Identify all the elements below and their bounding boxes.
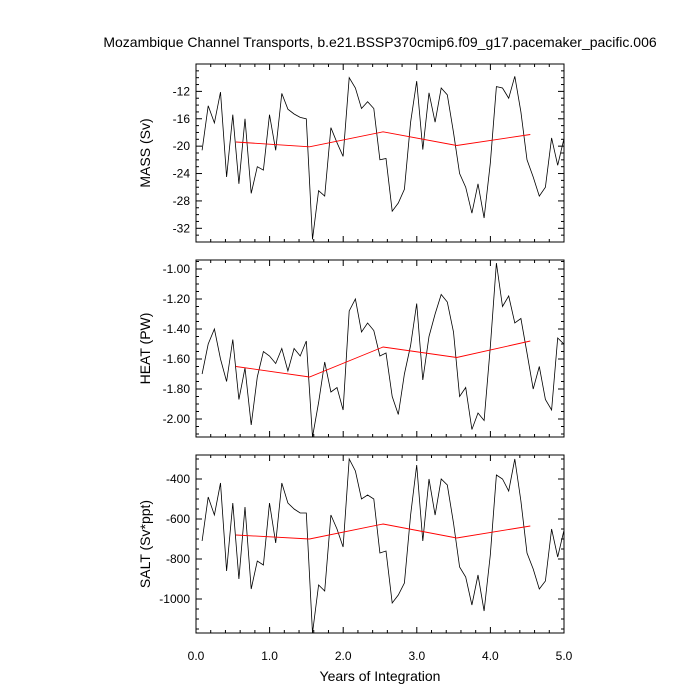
salt-y-tick-label: -400 <box>166 472 190 486</box>
mass-y-tick-label: -24 <box>173 167 191 181</box>
x-tick-labels: 0.0 1.0 2.0 3.0 4.0 5.0 <box>188 649 573 663</box>
chart-title: Mozambique Channel Transports, b.e21.BSS… <box>103 34 657 50</box>
mass-plot-frame <box>195 63 565 243</box>
salt-y-tick-label: -800 <box>166 552 190 566</box>
heat-y-tick-label: -2.00 <box>163 412 191 426</box>
heat-plot-frame <box>195 259 565 438</box>
salt-y-axis-title: SALT (Sv*ppt) <box>137 500 153 588</box>
x-tick-label: 1.0 <box>261 649 278 663</box>
salt-y-tick-label: -600 <box>166 512 190 526</box>
mass-y-tick-label: -16 <box>173 112 191 126</box>
heat-y-tick-label: -1.60 <box>163 352 191 366</box>
heat-y-tick-label: -1.20 <box>163 292 191 306</box>
mass-monthly-series-line <box>201 76 564 240</box>
mass-annual-series-line <box>235 131 531 148</box>
heat-y-axis-title: HEAT (PW) <box>137 313 153 385</box>
mass-y-tick-label: -28 <box>173 194 191 208</box>
x-tick-label: 3.0 <box>408 649 425 663</box>
heat-annual-series-line <box>235 340 531 378</box>
salt-monthly-series-line <box>201 457 564 633</box>
mass-y-tick-label: -12 <box>173 84 191 98</box>
salt-y-tick-label: -1000 <box>159 592 190 606</box>
heat-y-tick-label: -1.80 <box>163 382 191 396</box>
heat-y-tick-label: -1.40 <box>163 322 191 336</box>
heat-panel: -1.00 -1.20 -1.40 -1.60 -1.80 -2.00 HEAT (PW) <box>137 259 565 438</box>
salt-annual-series-line <box>235 523 531 540</box>
salt-panel: -400 -600 -800 -1000 SALT (Sv*ppt) <box>137 454 565 634</box>
heat-y-tick-label: -1.00 <box>163 262 191 276</box>
x-tick-label: 0.0 <box>188 649 205 663</box>
mass-panel: -12 -16 -20 -24 -28 -32 MASS (Sv) <box>137 63 565 243</box>
x-tick-label: 2.0 <box>335 649 352 663</box>
x-tick-label: 4.0 <box>482 649 499 663</box>
heat-monthly-series-line <box>201 262 564 437</box>
x-tick-label: 5.0 <box>556 649 573 663</box>
mass-y-axis-title: MASS (Sv) <box>137 118 153 187</box>
mass-y-tick-label: -20 <box>173 139 191 153</box>
salt-plot-frame <box>195 454 565 634</box>
mass-y-tick-label: -32 <box>173 221 191 235</box>
x-axis-title: Years of Integration <box>320 668 441 684</box>
